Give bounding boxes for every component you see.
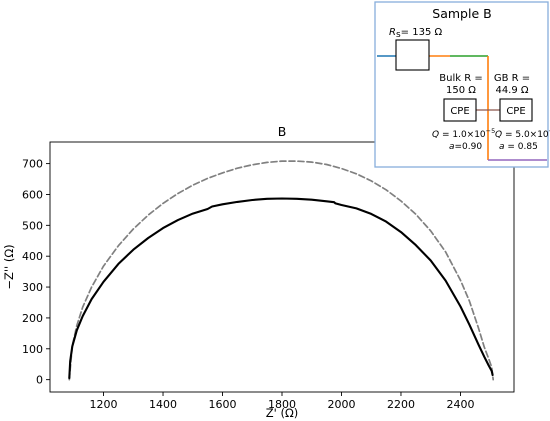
- x-axis: 1200 1400 1600 1800 2000 2200 2400: [90, 392, 474, 411]
- x-tick-label: 2200: [387, 398, 415, 411]
- y-axis-label: −Z'' (Ω): [2, 244, 16, 289]
- rs-label: Rs= 135 Ω: [389, 27, 442, 40]
- y-tick-label: 0: [36, 374, 43, 387]
- y-tick-label: 700: [22, 158, 43, 171]
- cpe-gb-label: CPE: [506, 106, 525, 117]
- series-layer: [68, 160, 495, 381]
- inset-border: [374, 1, 549, 168]
- circuit-inset: Sample B Rs= 135 Ω Bulk R = 150 Ω GB R =…: [374, 1, 550, 168]
- q2-symbol: Q: [495, 130, 502, 140]
- a2-symbol: a: [499, 142, 505, 152]
- a1-symbol: a: [449, 142, 455, 152]
- y-tick-label: 200: [22, 312, 43, 325]
- q1-symbol: Q: [432, 130, 439, 140]
- q2-value: = 5.0×10: [502, 130, 549, 140]
- rs-value: = 135 Ω: [401, 27, 443, 38]
- rs-resistor-box: [395, 39, 430, 71]
- x-tick-label: 1200: [90, 398, 118, 411]
- q2-exponent: −6: [549, 127, 550, 135]
- series-line-solid: [68, 197, 494, 380]
- x-tick-label: 1800: [268, 398, 296, 411]
- x-tick-label: 2000: [327, 398, 355, 411]
- rs-symbol: R: [389, 27, 396, 38]
- q2-param: Q = 5.0×10−6: [495, 127, 550, 140]
- y-tick-label: 600: [22, 188, 43, 201]
- cpe-bulk-box: [443, 98, 477, 122]
- series-line-dashed: [68, 160, 495, 381]
- x-tick-label: 1400: [149, 398, 177, 411]
- x-tick-label: 2400: [446, 398, 474, 411]
- y-tick-label: 500: [22, 219, 43, 232]
- bulk-r-label-line2: 150 Ω: [446, 85, 476, 96]
- cpe-gb-box: [499, 98, 533, 122]
- bulk-r-label-line1: Bulk R =: [439, 73, 482, 84]
- rs-subscript: s: [396, 30, 401, 40]
- a2-value: = 0.85: [505, 142, 538, 152]
- y-axis: 0 100 200 300 400 500 600 700: [22, 158, 50, 387]
- chart-title: B: [278, 124, 287, 139]
- y-tick-label: 100: [22, 343, 43, 356]
- y-tick-label: 300: [22, 281, 43, 294]
- gb-r-label-line2: 44.9 Ω: [495, 85, 528, 96]
- x-axis-label: Z' (Ω): [266, 406, 298, 420]
- a1-value: =0.90: [455, 142, 483, 152]
- cpe-bulk-label: CPE: [450, 106, 469, 117]
- gb-r-label-line1: GB R =: [494, 73, 530, 84]
- inset-title: Sample B: [432, 6, 491, 21]
- q1-exponent: −5: [486, 127, 496, 135]
- plot-area: [49, 141, 515, 393]
- a2-param: a = 0.85: [499, 142, 538, 152]
- x-tick-label: 1600: [209, 398, 237, 411]
- q1-param: Q = 1.0×10−5: [432, 127, 495, 140]
- q1-value: = 1.0×10: [439, 130, 486, 140]
- a1-param: a=0.90: [449, 142, 482, 152]
- y-tick-label: 400: [22, 250, 43, 263]
